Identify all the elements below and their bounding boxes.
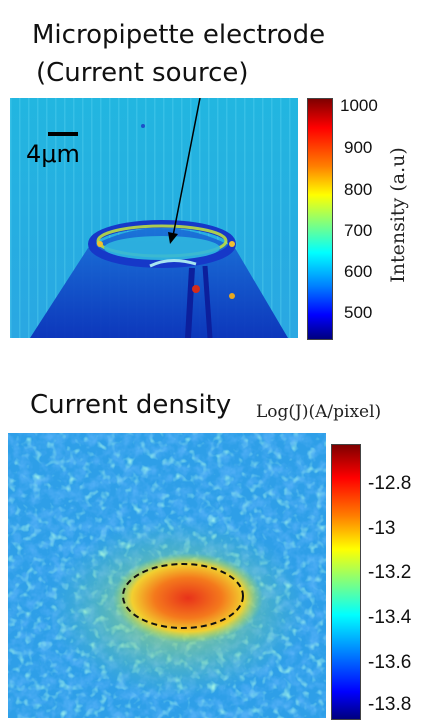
intensity-colorbar-label: Intensity (a.u) <box>387 147 409 283</box>
current-density-colorbar-label: Log(J)(A/pixel) <box>256 402 382 422</box>
top-panel-title-box: Micropipette electrode (Current source) <box>10 14 360 99</box>
intensity-tick-600: 600 <box>344 262 373 281</box>
current-density-tick-neg13: -13 <box>368 518 396 539</box>
intensity-image <box>10 98 298 338</box>
bottom-panel-title-box: Current density <box>12 380 242 434</box>
current-density-tick-neg13-6: -13.6 <box>368 652 412 673</box>
arrow-line <box>172 98 201 237</box>
top-panel-title-line2: (Current source) <box>36 58 249 88</box>
current-density-colorbar <box>331 444 361 720</box>
intensity-colorbar <box>307 98 333 340</box>
dashed-ellipse <box>122 563 244 629</box>
scale-bar-label: 4μm <box>26 140 80 168</box>
intensity-tick-700: 700 <box>344 221 373 240</box>
current-density-tick-neg12-8: -12.8 <box>368 473 412 494</box>
top-panel-title-line1: Micropipette electrode <box>32 20 326 50</box>
current-density-image-svg <box>8 433 326 718</box>
hotspot <box>113 553 263 643</box>
intensity-tick-1000: 1000 <box>340 96 378 115</box>
intensity-tick-900: 900 <box>344 138 373 157</box>
arrow-head <box>168 232 178 244</box>
scale-bar <box>48 132 78 136</box>
intensity-tick-800: 800 <box>344 180 373 199</box>
intensity-image-svg <box>10 98 298 338</box>
current-density-tick-neg13-8: -13.8 <box>368 694 412 715</box>
intensity-tick-500: 500 <box>344 303 373 322</box>
current-density-image <box>8 433 326 718</box>
current-density-tick-neg13-4: -13.4 <box>368 607 412 628</box>
bottom-panel-title: Current density <box>30 390 232 420</box>
current-density-tick-neg13-2: -13.2 <box>368 562 412 583</box>
